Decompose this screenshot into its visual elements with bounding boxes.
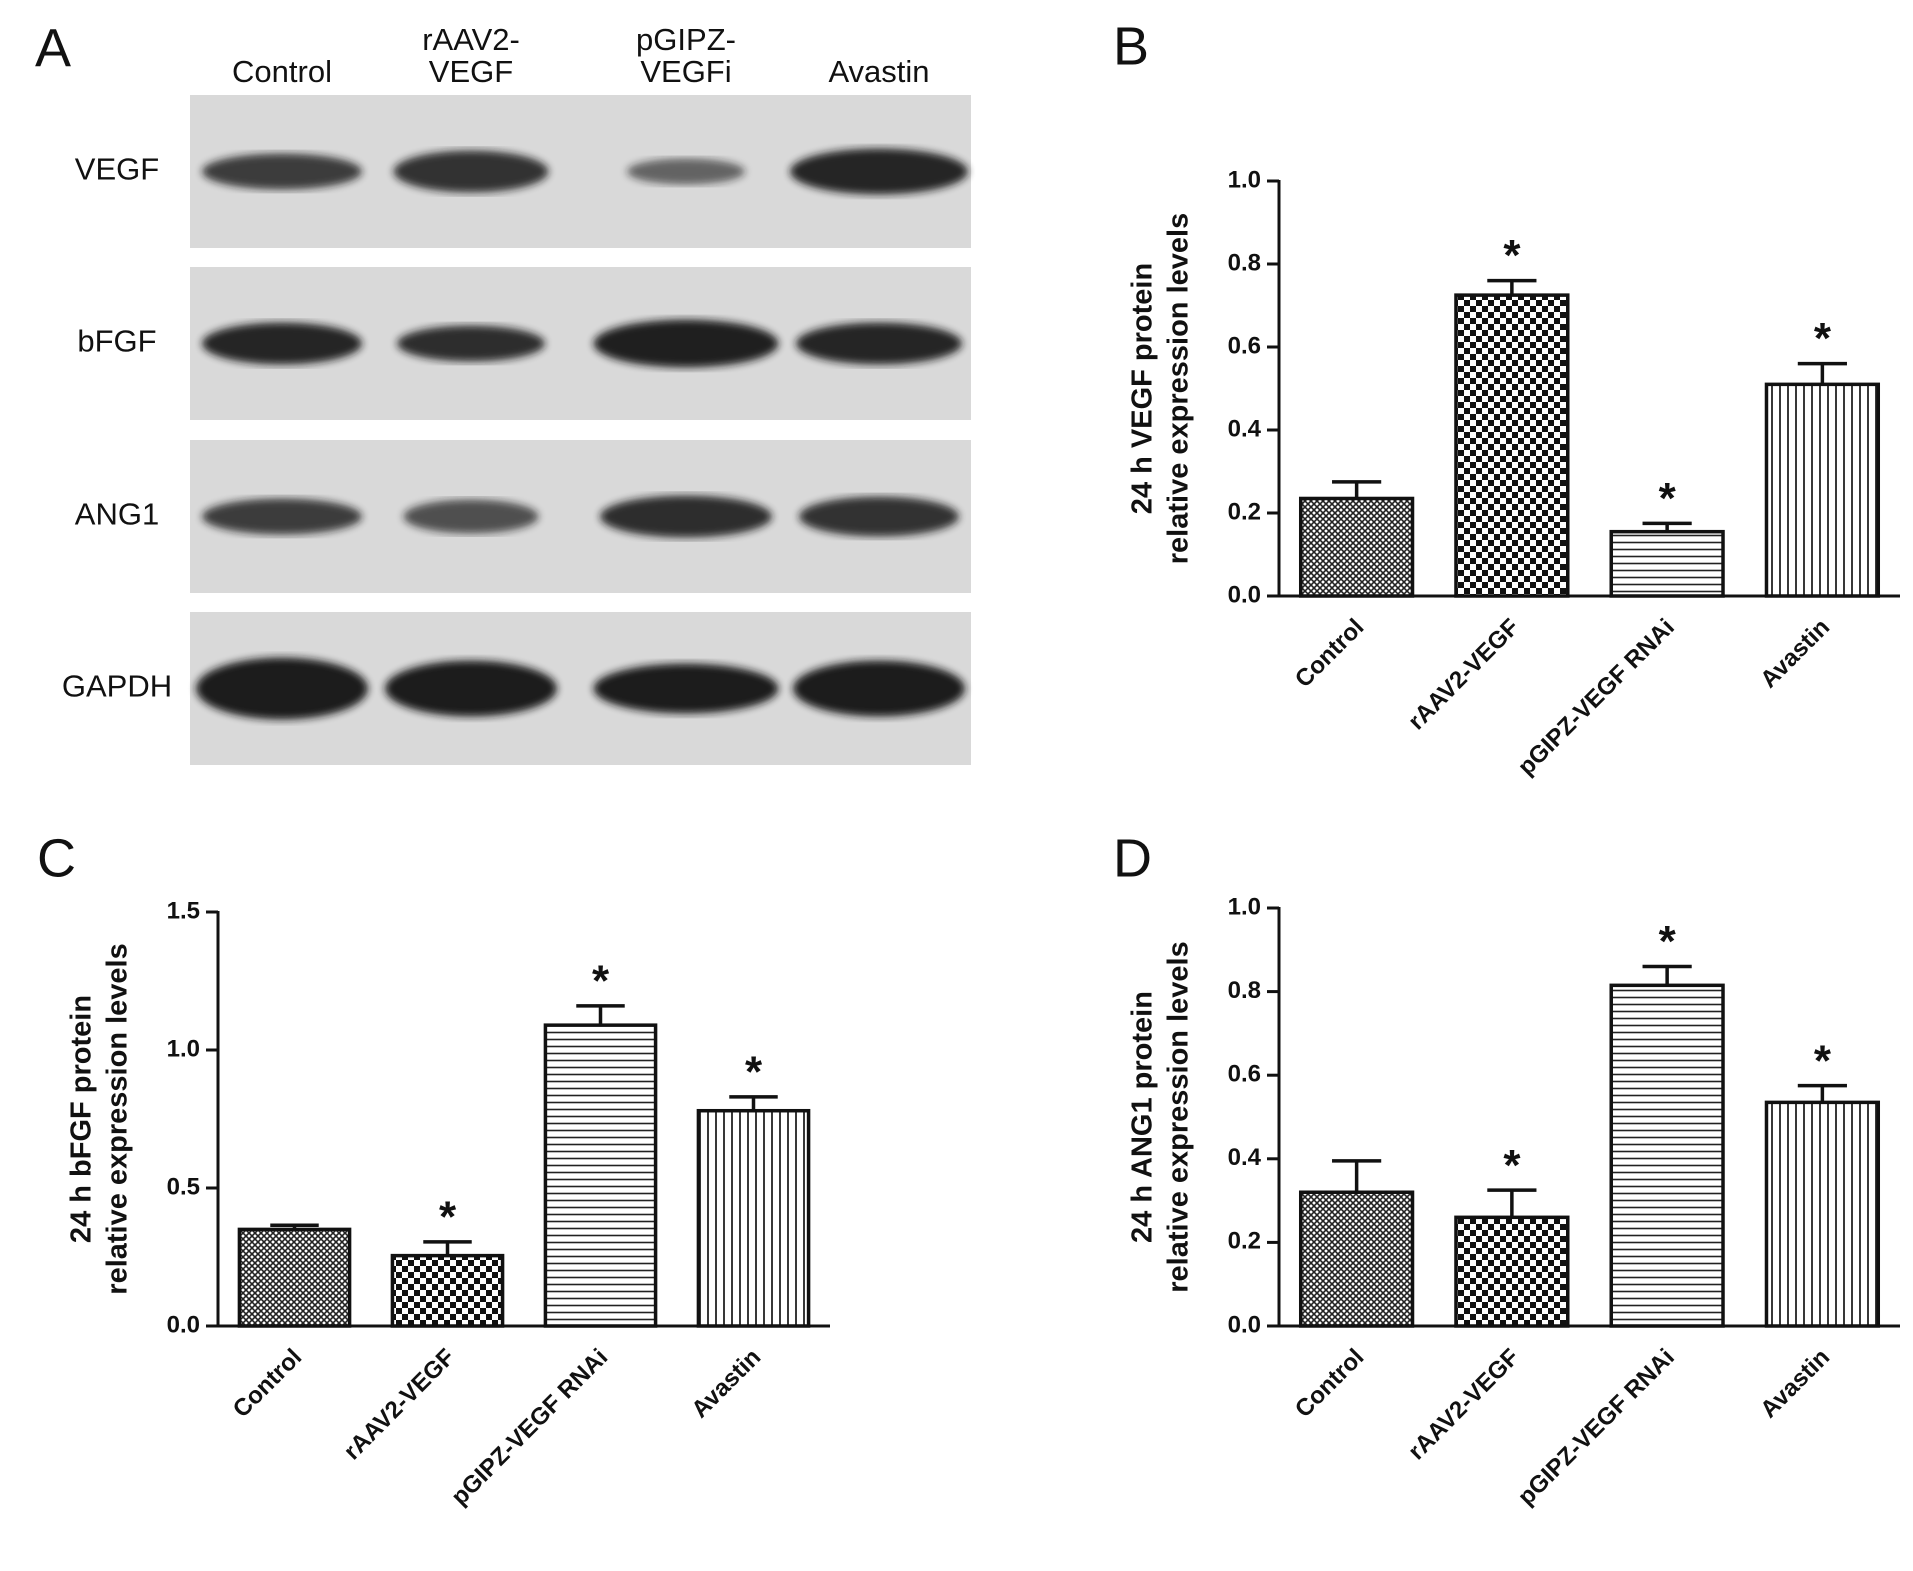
significance-marker: * — [1814, 314, 1832, 363]
lane-label: rAAV2- — [422, 22, 520, 57]
error-bar — [729, 1095, 778, 1111]
panel-label: C — [37, 828, 76, 888]
blot-band — [202, 322, 362, 365]
error-bar — [1642, 964, 1692, 986]
bar — [543, 1023, 658, 1328]
blot-band — [393, 150, 549, 193]
blot-row-label: bFGF — [77, 324, 156, 359]
blot-band — [202, 498, 362, 535]
y-axis-label: relative expression levels — [1163, 941, 1195, 1292]
blot-band — [593, 319, 779, 368]
panel-label: A — [35, 18, 71, 78]
blot-band — [799, 496, 959, 537]
error-bar — [1332, 480, 1382, 499]
x-tick-label: Control — [1290, 614, 1369, 693]
error-bar — [423, 1240, 472, 1256]
error-bar — [1642, 521, 1692, 532]
y-tick-label: 0.0 — [167, 1311, 200, 1338]
blot-band — [397, 325, 545, 362]
blot-band — [196, 657, 368, 720]
blot-row-label: GAPDH — [62, 669, 172, 704]
y-tick-label: 0.2 — [1228, 1228, 1261, 1255]
blot-row-label: ANG1 — [75, 497, 159, 532]
y-tick-label: 1.5 — [167, 897, 200, 924]
significance-marker: * — [1659, 917, 1677, 966]
y-axis-label: 24 h VEGF protein — [1127, 263, 1159, 514]
x-tick-label: rAAV2-VEGF — [1403, 1344, 1525, 1466]
significance-marker: * — [1814, 1036, 1832, 1085]
significance-marker: * — [439, 1192, 457, 1241]
blot-band — [790, 148, 968, 195]
y-tick-label: 0.4 — [1228, 1144, 1262, 1171]
x-tick-label: Avastin — [1755, 614, 1835, 694]
y-axis-label: relative expression levels — [102, 943, 134, 1294]
bar — [1764, 382, 1881, 598]
bar — [1764, 1100, 1881, 1328]
significance-marker: * — [1503, 231, 1521, 280]
panel-label: D — [1113, 828, 1152, 888]
blot-band — [627, 158, 745, 185]
bar — [1609, 529, 1725, 598]
y-tick-label: 1.0 — [1228, 893, 1261, 920]
y-tick-label: 0.0 — [1228, 581, 1261, 608]
y-tick-label: 1.0 — [1228, 166, 1261, 193]
y-tick-label: 0.5 — [167, 1173, 200, 1200]
blot-row-label: VEGF — [75, 152, 159, 187]
bar — [1298, 496, 1415, 598]
lane-label: VEGF — [429, 54, 513, 89]
y-tick-label: 0.0 — [1228, 1311, 1261, 1338]
x-tick-label: pGIPZ-VEGF RNAi — [1513, 614, 1680, 781]
blot-band — [793, 660, 965, 717]
x-tick-label: rAAV2-VEGF — [339, 1344, 461, 1466]
blot-band — [600, 495, 772, 538]
x-tick-label: pGIPZ-VEGF RNAi — [446, 1344, 613, 1511]
lane-label: Control — [232, 54, 332, 89]
bar — [1454, 293, 1570, 598]
y-tick-label: 0.4 — [1228, 415, 1262, 442]
significance-marker: * — [1503, 1141, 1521, 1190]
significance-marker: * — [592, 956, 610, 1005]
y-tick-label: 0.2 — [1228, 498, 1261, 525]
lane-label: Avastin — [828, 54, 929, 89]
x-tick-label: Control — [1290, 1344, 1369, 1423]
bar — [1454, 1215, 1570, 1328]
y-tick-label: 0.6 — [1228, 1061, 1261, 1088]
y-tick-label: 0.6 — [1228, 332, 1261, 359]
x-tick-label: rAAV2-VEGF — [1403, 614, 1525, 736]
bar — [1609, 983, 1725, 1328]
bar — [696, 1108, 811, 1328]
blot-band — [593, 663, 779, 714]
blot-band — [202, 153, 362, 190]
panel-label: B — [1113, 16, 1149, 76]
lane-label: pGIPZ- — [636, 22, 736, 57]
y-axis-label: 24 h bFGF protein — [66, 995, 98, 1243]
error-bar — [1797, 361, 1847, 385]
error-bar — [1797, 1083, 1847, 1103]
x-tick-label: Control — [228, 1344, 307, 1423]
x-tick-label: pGIPZ-VEGF RNAi — [1513, 1344, 1680, 1511]
error-bar — [1487, 278, 1537, 296]
y-tick-label: 0.8 — [1228, 249, 1261, 276]
error-bar — [1332, 1159, 1382, 1193]
error-bar — [1487, 1188, 1537, 1218]
bar — [390, 1253, 505, 1328]
bar — [237, 1227, 352, 1328]
lane-label: VEGFi — [640, 54, 731, 89]
error-bar — [270, 1223, 319, 1230]
y-axis-label: 24 h ANG1 protein — [1127, 991, 1159, 1243]
blot-band — [385, 660, 557, 717]
blot-band — [796, 322, 962, 365]
y-tick-label: 0.8 — [1228, 977, 1261, 1004]
significance-marker: * — [1659, 474, 1677, 523]
x-tick-label: Avastin — [686, 1344, 766, 1424]
error-bar — [576, 1004, 625, 1026]
bar — [1298, 1190, 1415, 1328]
x-tick-label: Avastin — [1755, 1344, 1835, 1424]
y-axis-label: relative expression levels — [1163, 213, 1195, 564]
significance-marker: * — [745, 1048, 763, 1097]
blot-band — [403, 499, 539, 534]
y-tick-label: 1.0 — [167, 1035, 200, 1062]
